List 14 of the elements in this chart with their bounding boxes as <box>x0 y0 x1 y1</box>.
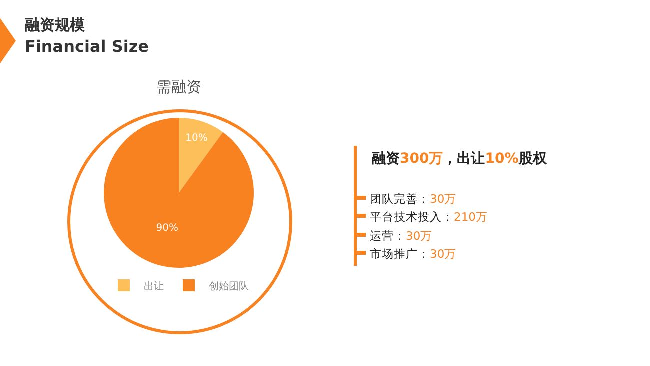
legend-label: 创始团队 <box>209 280 249 292</box>
chart-title: 需融资 <box>156 78 202 96</box>
legend-label: 出让 <box>144 280 164 292</box>
text: 融资300万，出让10%股权 <box>372 150 547 168</box>
text: 平台技术投入：210万 <box>370 210 488 225</box>
pie-slice <box>104 118 254 268</box>
text: 融资规模 <box>25 16 85 35</box>
text: 市场推广：30万 <box>370 247 457 262</box>
text: 团队完善：30万 <box>370 192 457 207</box>
data-label: 10% <box>186 133 208 144</box>
text: 运营：30万 <box>370 229 433 244</box>
text: Financial Size <box>25 37 149 56</box>
data-label: 90% <box>156 223 179 234</box>
pie-slice <box>179 118 224 193</box>
